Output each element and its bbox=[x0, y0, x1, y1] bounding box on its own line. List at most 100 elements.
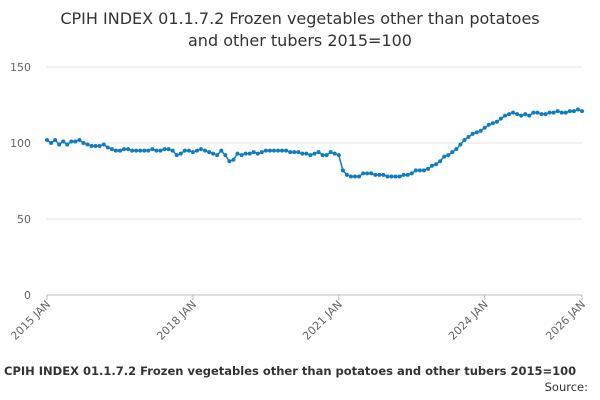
point bbox=[462, 137, 467, 142]
x-tick-label: 2018 JAN bbox=[154, 298, 199, 343]
point bbox=[486, 122, 491, 127]
point bbox=[559, 110, 564, 115]
point bbox=[527, 113, 532, 118]
point bbox=[381, 172, 386, 177]
point bbox=[409, 171, 414, 176]
y-tick-label: 150 bbox=[10, 61, 31, 74]
point bbox=[276, 148, 281, 153]
point bbox=[365, 171, 370, 176]
point bbox=[563, 110, 568, 115]
point bbox=[543, 112, 548, 117]
point bbox=[158, 148, 163, 153]
point bbox=[105, 145, 110, 150]
point bbox=[190, 150, 195, 155]
point bbox=[430, 163, 435, 168]
point bbox=[417, 168, 422, 173]
chart-title-line-1: CPIH INDEX 01.1.7.2 Frozen vegetables ot… bbox=[60, 9, 539, 28]
point bbox=[146, 148, 151, 153]
point bbox=[93, 144, 98, 149]
point bbox=[482, 125, 487, 130]
point bbox=[393, 174, 398, 179]
y-tick-label: 0 bbox=[24, 289, 31, 302]
point bbox=[235, 151, 240, 156]
point bbox=[470, 131, 475, 136]
point bbox=[77, 137, 82, 142]
point bbox=[170, 148, 175, 153]
point bbox=[296, 150, 301, 155]
point bbox=[138, 148, 143, 153]
point bbox=[284, 148, 289, 153]
point bbox=[438, 159, 443, 164]
point bbox=[466, 134, 471, 139]
point bbox=[535, 110, 540, 115]
point bbox=[271, 148, 276, 153]
point bbox=[324, 153, 329, 158]
point bbox=[186, 148, 191, 153]
point bbox=[397, 174, 402, 179]
point bbox=[332, 151, 337, 156]
point bbox=[494, 119, 499, 124]
point bbox=[555, 109, 560, 114]
point bbox=[385, 174, 390, 179]
point bbox=[85, 142, 90, 147]
point bbox=[223, 153, 228, 158]
point bbox=[101, 142, 106, 147]
point bbox=[340, 168, 345, 173]
point bbox=[312, 151, 317, 156]
point bbox=[162, 147, 167, 152]
point bbox=[263, 148, 268, 153]
point bbox=[207, 150, 212, 155]
point bbox=[122, 147, 127, 152]
point bbox=[292, 150, 297, 155]
point bbox=[377, 172, 382, 177]
point bbox=[89, 144, 94, 149]
point bbox=[328, 150, 333, 155]
point bbox=[490, 121, 495, 126]
point bbox=[215, 153, 220, 158]
point bbox=[389, 174, 394, 179]
x-tick-label: 2015 JAN bbox=[8, 298, 53, 343]
point bbox=[575, 107, 580, 112]
point bbox=[478, 128, 483, 133]
point bbox=[511, 110, 516, 115]
point bbox=[373, 172, 378, 177]
point bbox=[474, 130, 479, 135]
footer-title: CPIH INDEX 01.1.7.2 Frozen vegetables ot… bbox=[4, 364, 576, 378]
point bbox=[247, 151, 252, 156]
point bbox=[243, 151, 248, 156]
point bbox=[109, 147, 114, 152]
point bbox=[547, 110, 552, 115]
point bbox=[288, 150, 293, 155]
point bbox=[154, 148, 159, 153]
point bbox=[73, 139, 78, 144]
point bbox=[316, 150, 321, 155]
y-tick-label: 100 bbox=[10, 137, 31, 150]
point bbox=[57, 142, 62, 147]
point bbox=[458, 142, 463, 147]
point bbox=[304, 151, 309, 156]
point bbox=[446, 153, 451, 158]
point bbox=[53, 137, 58, 142]
point bbox=[113, 148, 118, 153]
point bbox=[142, 148, 147, 153]
point bbox=[174, 153, 179, 158]
point bbox=[280, 148, 285, 153]
point bbox=[336, 153, 341, 158]
point bbox=[61, 139, 66, 144]
point bbox=[348, 174, 353, 179]
point bbox=[567, 109, 572, 114]
point bbox=[211, 151, 216, 156]
point bbox=[425, 166, 430, 171]
point bbox=[551, 110, 556, 115]
point bbox=[69, 139, 74, 144]
source: Source: bbox=[545, 380, 588, 394]
point bbox=[320, 153, 325, 158]
point bbox=[267, 148, 272, 153]
point bbox=[219, 148, 224, 153]
point bbox=[65, 142, 70, 147]
point bbox=[97, 144, 102, 149]
point bbox=[571, 109, 576, 114]
point bbox=[117, 148, 122, 153]
